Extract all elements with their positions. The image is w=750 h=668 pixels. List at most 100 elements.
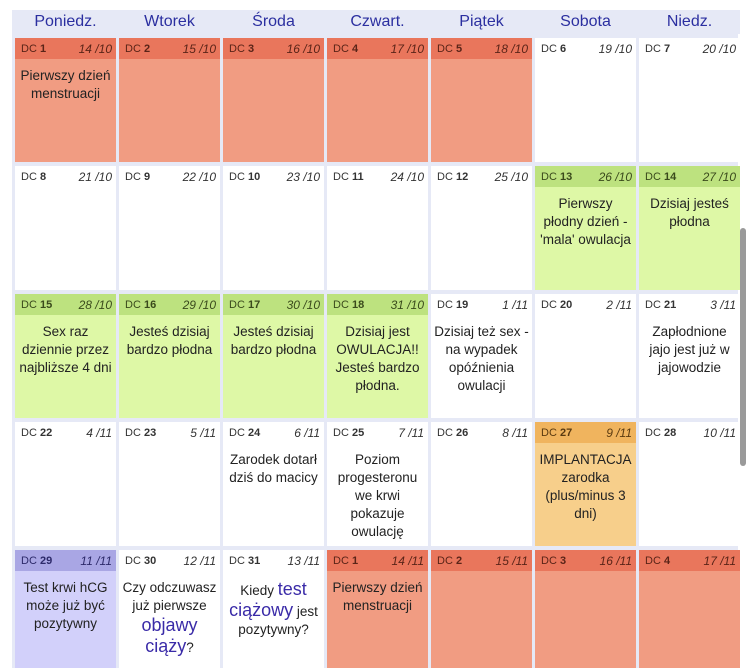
cycle-day-number: 10: [247, 170, 261, 183]
calendar-day-cell[interactable]: DC 26 8 /11: [431, 422, 532, 546]
calendar-date: 20 /10: [702, 41, 736, 56]
cell-note: Pierwszy płodny dzień - 'mala' owulacja: [535, 187, 636, 290]
cell-note: [431, 59, 532, 162]
calendar-day-cell[interactable]: DC 31 13 /11 Kiedy test ciążowy jest pozyt…: [223, 550, 324, 668]
calendar-date: 9 /11: [606, 425, 632, 440]
cycle-day-prefix: DC: [541, 426, 560, 439]
cycle-day-label: DC 24: [229, 427, 260, 439]
cell-header: DC 18 31 /10: [327, 294, 428, 315]
calendar-day-cell[interactable]: DC 2 15 /10: [119, 38, 220, 162]
cell-header: DC 1 14 /11: [327, 550, 428, 571]
cell-header: DC 10 23 /10: [223, 166, 324, 187]
calendar-day-cell[interactable]: DC 19 1 /11 Dzisiaj też sex - na wypadek o…: [431, 294, 532, 418]
note-highlight[interactable]: objawy ciąży: [141, 615, 198, 656]
calendar-day-cell[interactable]: DC 27 9 /11 IMPLANTACJA zarodka (plus/minu…: [535, 422, 636, 546]
calendar-date: 27 /10: [702, 169, 736, 184]
calendar-date: 17 /11: [703, 553, 736, 568]
cycle-day-prefix: DC: [437, 170, 456, 183]
calendar-day-cell[interactable]: DC 6 19 /10: [535, 38, 636, 162]
calendar-day-cell[interactable]: DC 7 20 /10: [639, 38, 740, 162]
cycle-day-prefix: DC: [125, 426, 144, 439]
calendar-day-cell[interactable]: DC 13 26 /10 Pierwszy płodny dzień - 'mala…: [535, 166, 636, 290]
calendar-date: 12 /11: [183, 553, 216, 568]
calendar-day-cell[interactable]: DC 23 5 /11: [119, 422, 220, 546]
calendar-day-cell[interactable]: DC 3 16 /10: [223, 38, 324, 162]
cell-header: DC 13 26 /10: [535, 166, 636, 187]
cell-header: DC 15 28 /10: [15, 294, 116, 315]
calendar-day-cell[interactable]: DC 22 4 /11: [15, 422, 116, 546]
calendar-day-cell[interactable]: DC 3 16 /11: [535, 550, 636, 668]
calendar-date: 8 /11: [502, 425, 528, 440]
day-header-sat: Sobota: [535, 10, 636, 34]
calendar-day-cell[interactable]: DC 10 23 /10: [223, 166, 324, 290]
cycle-day-prefix: DC: [333, 426, 352, 439]
calendar-day-cell[interactable]: DC 24 6 /11 Zarodek dotarł dziś do macicy: [223, 422, 324, 546]
calendar-day-cell[interactable]: DC 16 29 /10 Jesteś dzisiaj bardzo płodna: [119, 294, 220, 418]
calendar-date: 30 /10: [286, 297, 320, 312]
cell-note: [15, 443, 116, 546]
calendar-day-cell[interactable]: DC 25 7 /11 Poziom progesteronu we krwi po…: [327, 422, 428, 546]
calendar-day-cell[interactable]: DC 12 25 /10: [431, 166, 532, 290]
cycle-day-label: DC 11: [333, 171, 364, 183]
cycle-day-number: 31: [247, 554, 261, 567]
cell-note: [431, 187, 532, 290]
cell-header: DC 28 10 /11: [639, 422, 740, 443]
cell-note: [223, 59, 324, 162]
cycle-day-label: DC 7: [645, 43, 670, 55]
cycle-day-prefix: DC: [541, 554, 560, 567]
cell-header: DC 17 30 /10: [223, 294, 324, 315]
cell-header: DC 1 14 /10: [15, 38, 116, 59]
vertical-scrollbar[interactable]: [740, 228, 746, 466]
cycle-day-number: 12: [455, 170, 469, 183]
cell-header: DC 7 20 /10: [639, 38, 740, 59]
cycle-day-label: DC 21: [645, 299, 676, 311]
cycle-day-number: 27: [559, 426, 573, 439]
calendar-date: 19 /10: [598, 41, 632, 56]
calendar-date: 31 /10: [390, 297, 424, 312]
calendar-day-cell[interactable]: DC 29 11 /11 Test krwi hCG może już być po…: [15, 550, 116, 668]
calendar-date: 7 /11: [398, 425, 424, 440]
note-highlight[interactable]: test ciążowy: [229, 579, 307, 620]
calendar-day-cell[interactable]: DC 17 30 /10 Jesteś dzisiaj bardzo płodna: [223, 294, 324, 418]
calendar-day-cell[interactable]: DC 1 14 /11 Pierwszy dzień menstruacji: [327, 550, 428, 668]
calendar-day-cell[interactable]: DC 21 3 /11 Zapłodnione jajo jest już w ja…: [639, 294, 740, 418]
calendar-day-cell[interactable]: DC 15 28 /10 Sex raz dziennie przez najbli…: [15, 294, 116, 418]
calendar-date: 3 /11: [710, 297, 736, 312]
cell-header: DC 25 7 /11: [327, 422, 428, 443]
note-text: ?: [186, 640, 194, 655]
calendar-day-cell[interactable]: DC 5 18 /10: [431, 38, 532, 162]
calendar-date: 16 /10: [286, 41, 320, 56]
calendar-day-cell[interactable]: DC 11 24 /10: [327, 166, 428, 290]
calendar-day-cell[interactable]: DC 8 21 /10: [15, 166, 116, 290]
calendar-day-cell[interactable]: DC 4 17 /10: [327, 38, 428, 162]
calendar-day-cell[interactable]: DC 9 22 /10: [119, 166, 220, 290]
cell-header: DC 14 27 /10: [639, 166, 740, 187]
calendar-day-cell[interactable]: DC 14 27 /10 Dzisiaj jesteś płodna: [639, 166, 740, 290]
cell-note: [327, 59, 428, 162]
cycle-day-label: DC 3: [541, 555, 566, 567]
cell-header: DC 22 4 /11: [15, 422, 116, 443]
calendar-day-cell[interactable]: DC 2 15 /11: [431, 550, 532, 668]
calendar-day-cell[interactable]: DC 4 17 /11: [639, 550, 740, 668]
calendar-day-cell[interactable]: DC 20 2 /11: [535, 294, 636, 418]
cycle-calendar: Poniedz. Wtorek Środa Czwart. Piątek Sob…: [12, 10, 740, 668]
calendar-day-cell[interactable]: DC 18 31 /10 Dzisiaj jest OWULACJA!! Jeste…: [327, 294, 428, 418]
cycle-day-prefix: DC: [229, 426, 248, 439]
cycle-day-label: DC 15: [21, 299, 52, 311]
cycle-day-number: 13: [559, 170, 573, 183]
note-text: Czy odczuwasz już pierwsze: [122, 580, 217, 613]
cell-header: DC 23 5 /11: [119, 422, 220, 443]
cycle-day-prefix: DC: [645, 42, 664, 55]
calendar-date: 18 /10: [494, 41, 528, 56]
calendar-day-cell[interactable]: DC 1 14 /10 Pierwszy dzień menstruacji: [15, 38, 116, 162]
cycle-day-number: 21: [663, 298, 677, 311]
calendar-day-cell[interactable]: DC 28 10 /11: [639, 422, 740, 546]
cycle-day-number: 9: [143, 170, 151, 183]
cycle-day-label: DC 20: [541, 299, 572, 311]
day-header-tue: Wtorek: [119, 10, 220, 34]
cell-header: DC 8 21 /10: [15, 166, 116, 187]
cell-header: DC 3 16 /11: [535, 550, 636, 571]
calendar-day-cell[interactable]: DC 30 12 /11 Czy odczuwasz już pierwsze ob…: [119, 550, 220, 668]
day-header-fri: Piątek: [431, 10, 532, 34]
cycle-day-label: DC 5: [437, 43, 462, 55]
